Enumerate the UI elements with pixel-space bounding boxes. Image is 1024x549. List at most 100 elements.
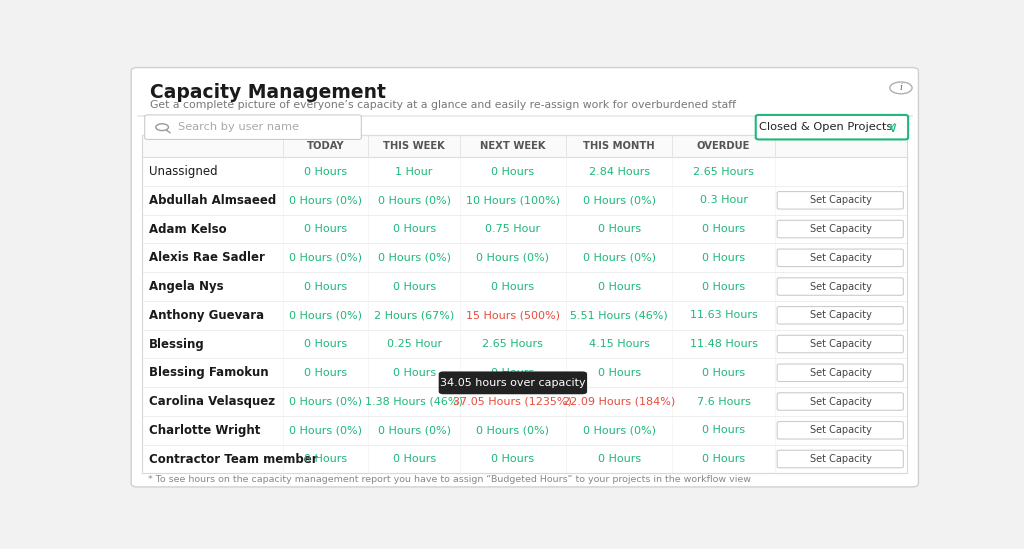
Circle shape — [890, 82, 912, 94]
Text: 0 Hours (0%): 0 Hours (0%) — [378, 195, 451, 205]
Text: 4.15 Hours: 4.15 Hours — [589, 339, 649, 349]
Text: Set Capacity: Set Capacity — [810, 368, 872, 378]
FancyBboxPatch shape — [777, 364, 903, 382]
Text: 37.05 Hours (1235%): 37.05 Hours (1235%) — [454, 396, 572, 406]
Text: 0 Hours: 0 Hours — [702, 253, 745, 263]
FancyBboxPatch shape — [756, 115, 908, 139]
Text: 34.05 hours over capacity: 34.05 hours over capacity — [440, 378, 586, 388]
FancyBboxPatch shape — [144, 115, 361, 139]
Text: ∨: ∨ — [887, 121, 897, 135]
Text: 5.51 Hours (46%): 5.51 Hours (46%) — [570, 310, 668, 320]
Text: Blessing Famokun: Blessing Famokun — [148, 366, 268, 379]
Text: 0 Hours: 0 Hours — [598, 224, 641, 234]
Text: 15 Hours (500%): 15 Hours (500%) — [466, 310, 560, 320]
Text: 11.63 Hours: 11.63 Hours — [690, 310, 758, 320]
Bar — [142, 135, 907, 473]
Bar — [142, 301, 907, 329]
Text: Get a complete picture of everyone’s capacity at a glance and easily re-assign w: Get a complete picture of everyone’s cap… — [151, 100, 736, 110]
Text: 0 Hours: 0 Hours — [392, 454, 435, 464]
Text: 0 Hours: 0 Hours — [702, 282, 745, 292]
Text: 0 Hours (0%): 0 Hours (0%) — [378, 425, 451, 435]
Text: 0 Hours: 0 Hours — [392, 282, 435, 292]
Text: THIS WEEK: THIS WEEK — [383, 141, 445, 151]
Text: 2 Hours (67%): 2 Hours (67%) — [374, 310, 455, 320]
FancyBboxPatch shape — [438, 372, 587, 394]
Text: Set Capacity: Set Capacity — [810, 396, 872, 406]
Text: Set Capacity: Set Capacity — [810, 454, 872, 464]
Text: 0 Hours (0%): 0 Hours (0%) — [378, 253, 451, 263]
Text: 2.65 Hours: 2.65 Hours — [693, 166, 754, 177]
Text: 0 Hours: 0 Hours — [598, 282, 641, 292]
Text: 0 Hours: 0 Hours — [304, 282, 347, 292]
Text: Set Capacity: Set Capacity — [810, 253, 872, 263]
Text: 0 Hours: 0 Hours — [598, 368, 641, 378]
Text: 22.09 Hours (184%): 22.09 Hours (184%) — [563, 396, 676, 406]
Text: 0 Hours (0%): 0 Hours (0%) — [583, 425, 655, 435]
Text: Capacity Management: Capacity Management — [151, 82, 386, 102]
Text: Anthony Guevara: Anthony Guevara — [148, 309, 264, 322]
Bar — [142, 387, 907, 416]
Text: Charlotte Wright: Charlotte Wright — [148, 424, 260, 437]
Text: 2.65 Hours: 2.65 Hours — [482, 339, 544, 349]
Text: THIS MONTH: THIS MONTH — [584, 141, 655, 151]
FancyBboxPatch shape — [777, 393, 903, 410]
Text: 0 Hours (0%): 0 Hours (0%) — [289, 425, 362, 435]
Text: i: i — [899, 83, 902, 92]
Text: Unassigned: Unassigned — [148, 165, 217, 178]
Text: 0.25 Hour: 0.25 Hour — [386, 339, 441, 349]
Text: 1.38 Hours (46%): 1.38 Hours (46%) — [366, 396, 463, 406]
Text: 0 Hours: 0 Hours — [392, 368, 435, 378]
Bar — [142, 416, 907, 445]
Text: 0 Hours: 0 Hours — [492, 166, 535, 177]
Text: 0 Hours (0%): 0 Hours (0%) — [289, 195, 362, 205]
Text: NEXT WEEK: NEXT WEEK — [480, 141, 546, 151]
Bar — [142, 445, 907, 473]
Text: OVERDUE: OVERDUE — [697, 141, 751, 151]
Text: * To see hours on the capacity management report you have to assign “Budgeted Ho: * To see hours on the capacity managemen… — [147, 475, 751, 484]
Text: 0 Hours (0%): 0 Hours (0%) — [476, 253, 550, 263]
Text: 0 Hours (0%): 0 Hours (0%) — [583, 195, 655, 205]
Text: 0 Hours: 0 Hours — [304, 339, 347, 349]
Bar — [142, 186, 907, 215]
Bar — [142, 329, 907, 358]
Text: ✓: ✓ — [888, 122, 897, 132]
Text: 0 Hours: 0 Hours — [702, 224, 745, 234]
Text: 0 Hours: 0 Hours — [304, 224, 347, 234]
Text: 2.84 Hours: 2.84 Hours — [589, 166, 650, 177]
Text: 1 Hour: 1 Hour — [395, 166, 433, 177]
Text: 0 Hours: 0 Hours — [392, 224, 435, 234]
Text: 0.75 Hour: 0.75 Hour — [485, 224, 541, 234]
FancyBboxPatch shape — [777, 335, 903, 353]
Text: 10 Hours (100%): 10 Hours (100%) — [466, 195, 560, 205]
Text: 0 Hours: 0 Hours — [492, 282, 535, 292]
FancyBboxPatch shape — [777, 422, 903, 439]
Text: 0.3 Hour: 0.3 Hour — [699, 195, 748, 205]
Bar — [142, 243, 907, 272]
Text: 0 Hours: 0 Hours — [304, 454, 347, 464]
Text: Set Capacity: Set Capacity — [810, 224, 872, 234]
Text: Blessing: Blessing — [148, 338, 205, 350]
Text: 0 Hours (0%): 0 Hours (0%) — [289, 310, 362, 320]
Text: Angela Nys: Angela Nys — [148, 280, 223, 293]
Text: Set Capacity: Set Capacity — [810, 339, 872, 349]
FancyBboxPatch shape — [777, 450, 903, 468]
Bar — [142, 157, 907, 186]
Text: Search by user name: Search by user name — [178, 122, 299, 132]
Bar — [142, 272, 907, 301]
Text: TODAY: TODAY — [307, 141, 344, 151]
Text: Set Capacity: Set Capacity — [810, 195, 872, 205]
Text: 0 Hours (0%): 0 Hours (0%) — [289, 253, 362, 263]
Text: Set Capacity: Set Capacity — [810, 282, 872, 292]
FancyBboxPatch shape — [131, 68, 919, 487]
Text: Abdullah Almsaeed: Abdullah Almsaeed — [148, 194, 275, 207]
Text: Adam Kelso: Adam Kelso — [148, 222, 226, 236]
Text: 0 Hours: 0 Hours — [702, 425, 745, 435]
Text: 0 Hours (0%): 0 Hours (0%) — [476, 425, 550, 435]
Text: 0 Hours: 0 Hours — [702, 368, 745, 378]
Text: 11.48 Hours: 11.48 Hours — [689, 339, 758, 349]
Bar — [142, 135, 907, 157]
Text: Contractor Team member: Contractor Team member — [148, 452, 317, 466]
Text: 0 Hours: 0 Hours — [492, 368, 535, 378]
Text: 0 Hours: 0 Hours — [492, 454, 535, 464]
Text: Carolina Velasquez: Carolina Velasquez — [148, 395, 274, 408]
